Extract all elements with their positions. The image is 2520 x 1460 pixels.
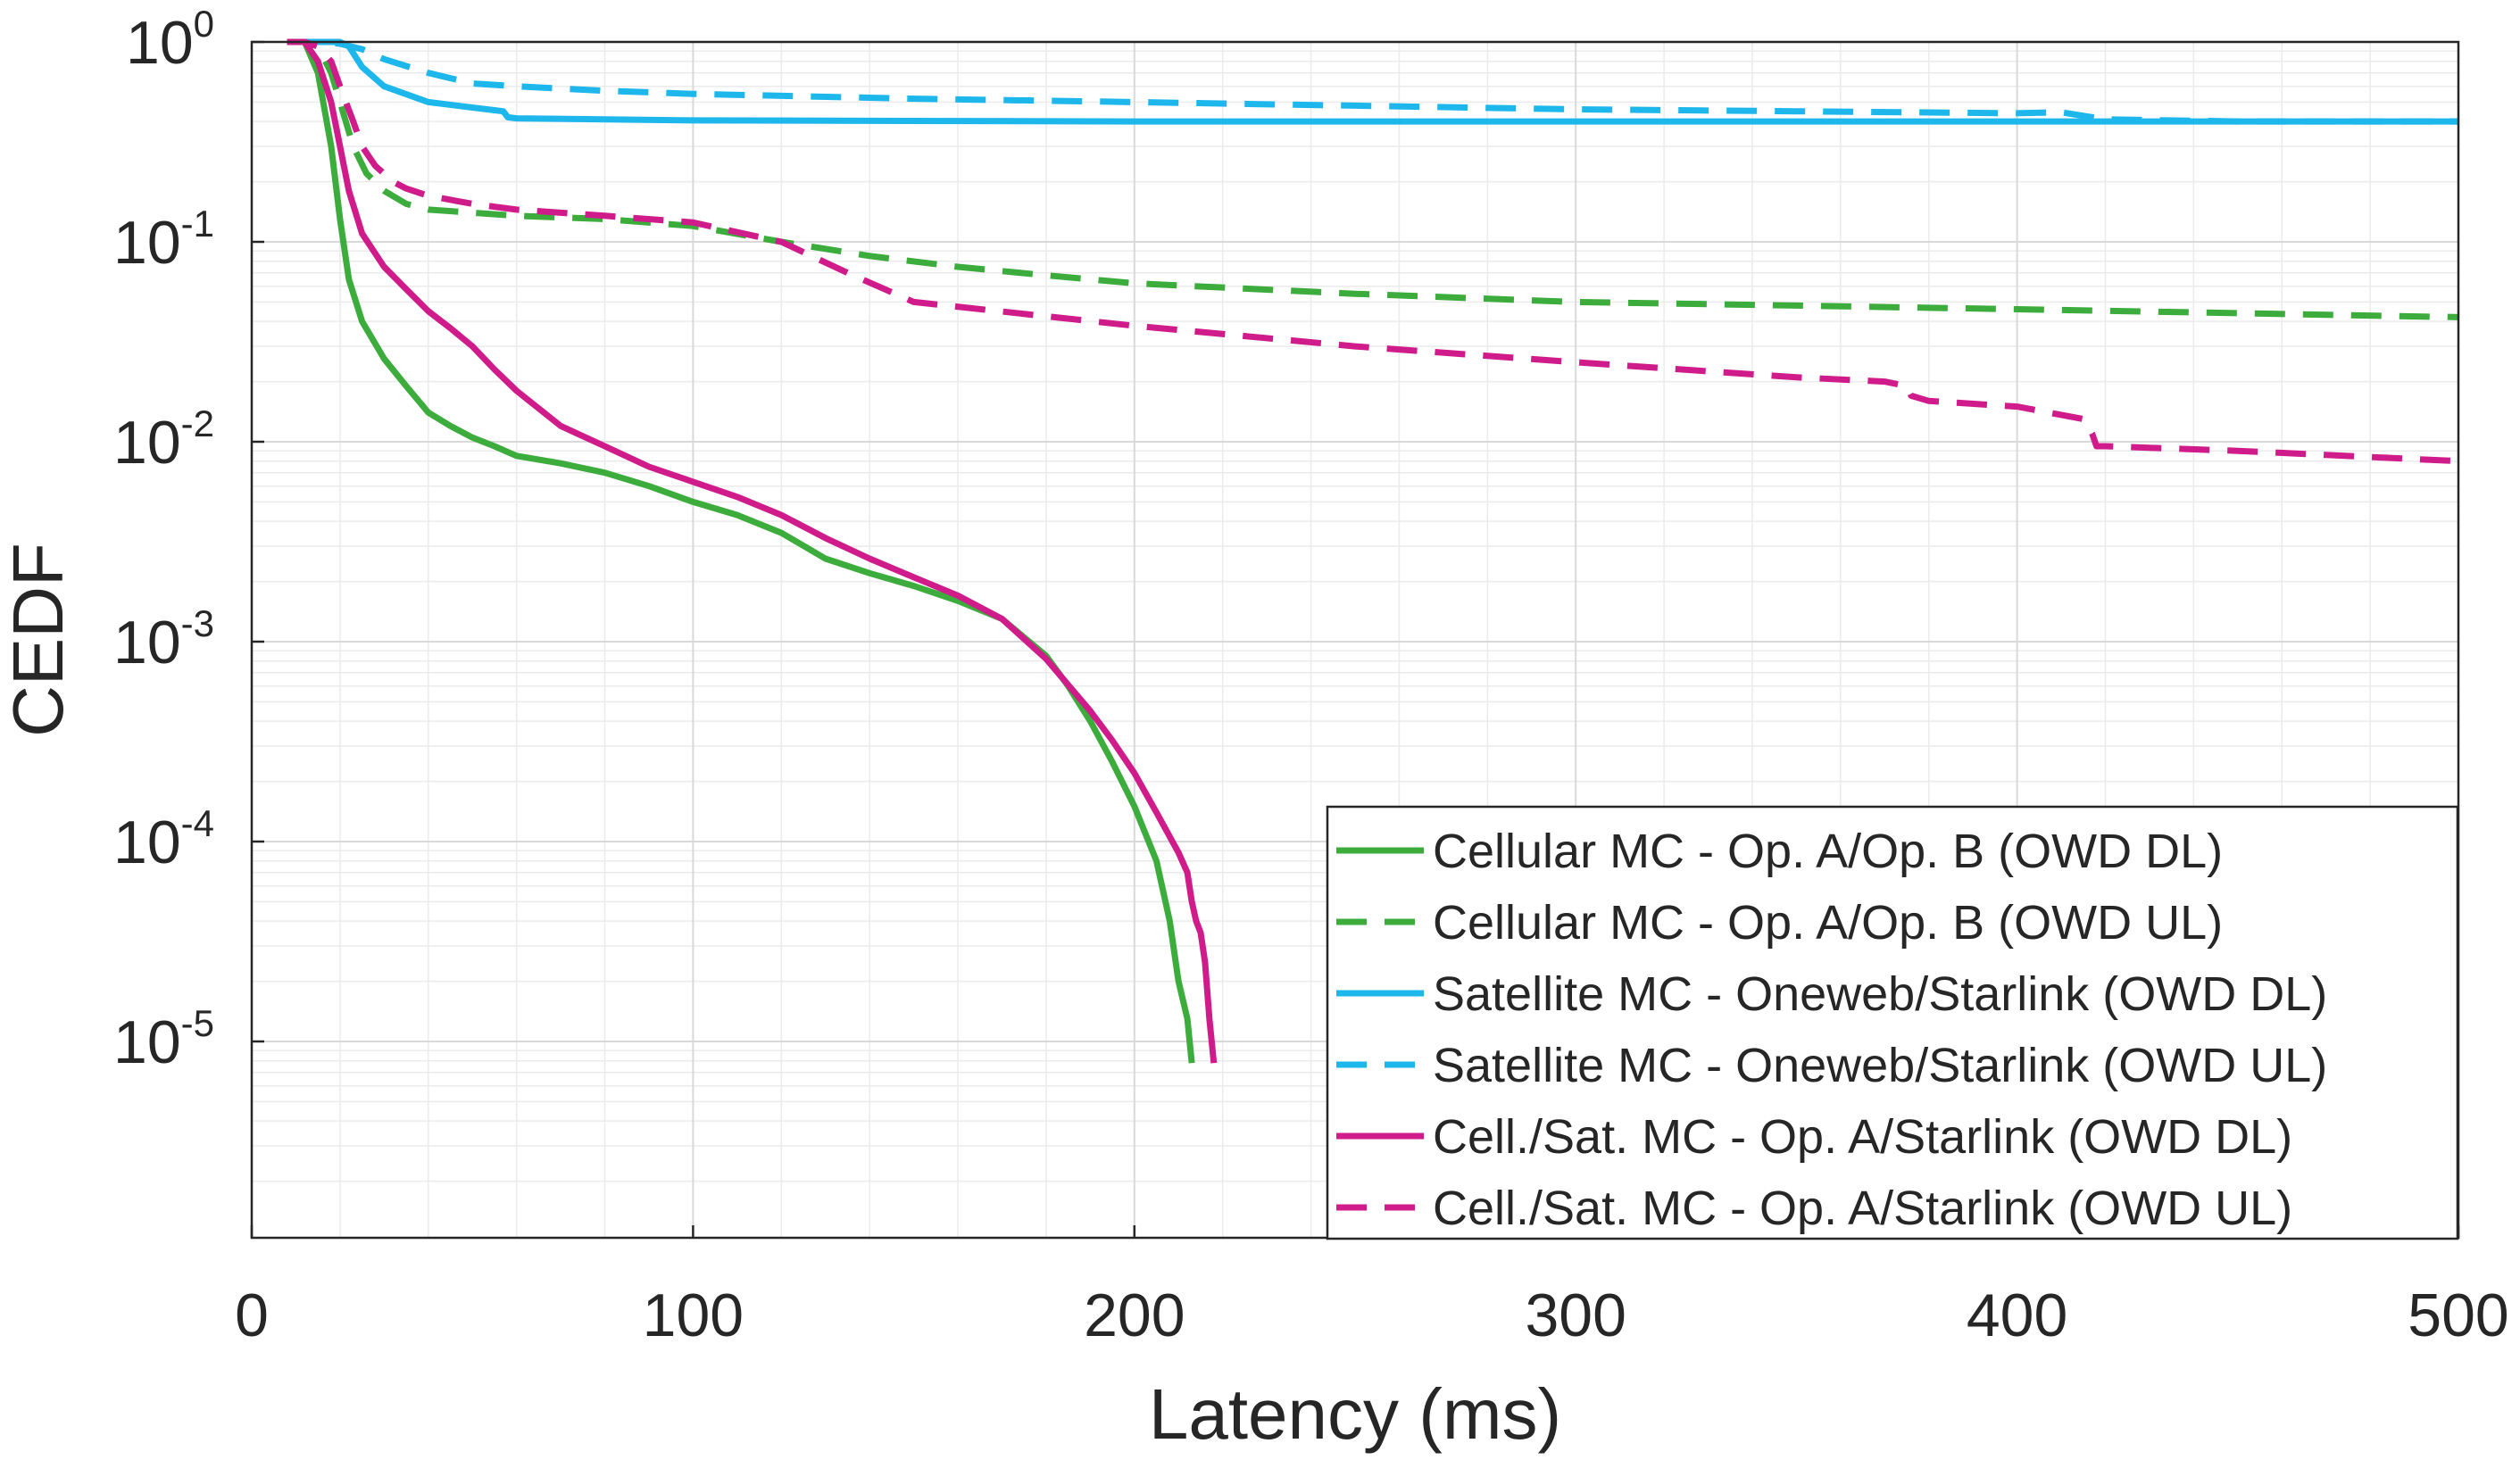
y-tick-label: 10-1 <box>113 203 214 277</box>
x-tick-label: 0 <box>235 1282 269 1349</box>
series-line-6 <box>287 38 2459 465</box>
legend-label-6: Cell./Sat. MC - Op. A/Starlink (OWD UL) <box>1433 1182 2292 1235</box>
y-axis-ticks: 100 10-1 10-2 10-3 10-4 10-5 <box>113 3 264 1076</box>
series-lines <box>287 38 2459 1064</box>
x-tick-label: 400 <box>1967 1282 2067 1349</box>
legend-label-4: Satellite MC - Oneweb/Starlink (OWD UL) <box>1433 1039 2327 1092</box>
y-tick-label: 10-5 <box>113 1002 214 1076</box>
x-tick-label: 300 <box>1525 1282 1626 1349</box>
series-line-1 <box>287 38 1195 1064</box>
legend: Cellular MC - Op. A/Op. B (OWD DL) Cellul… <box>1326 805 2459 1240</box>
y-axis-title: CEDF <box>0 543 78 737</box>
y-tick-label: 10-4 <box>113 802 214 876</box>
y-tick-label: 100 <box>126 3 214 77</box>
legend-label-3: Satellite MC - Oneweb/Starlink (OWD DL) <box>1433 967 2327 1021</box>
legend-label-5: Cell./Sat. MC - Op. A/Starlink (OWD DL) <box>1433 1110 2292 1164</box>
legend-label-2: Cellular MC - Op. A/Op. B (OWD UL) <box>1433 896 2223 950</box>
x-tick-label: 100 <box>643 1282 744 1349</box>
y-tick-label: 10-3 <box>113 602 214 676</box>
x-axis-title: Latency (ms) <box>1149 1374 1561 1454</box>
series-line-5 <box>287 38 1218 1064</box>
x-tick-label: 200 <box>1084 1282 1185 1349</box>
legend-box <box>1326 805 2459 1240</box>
x-tick-label: 500 <box>2408 1282 2508 1349</box>
y-tick-label: 10-2 <box>113 402 214 477</box>
legend-label-1: Cellular MC - Op. A/Op. B (OWD DL) <box>1433 825 2223 878</box>
x-axis-ticks: 0 100 200 300 400 500 <box>235 1225 2509 1349</box>
